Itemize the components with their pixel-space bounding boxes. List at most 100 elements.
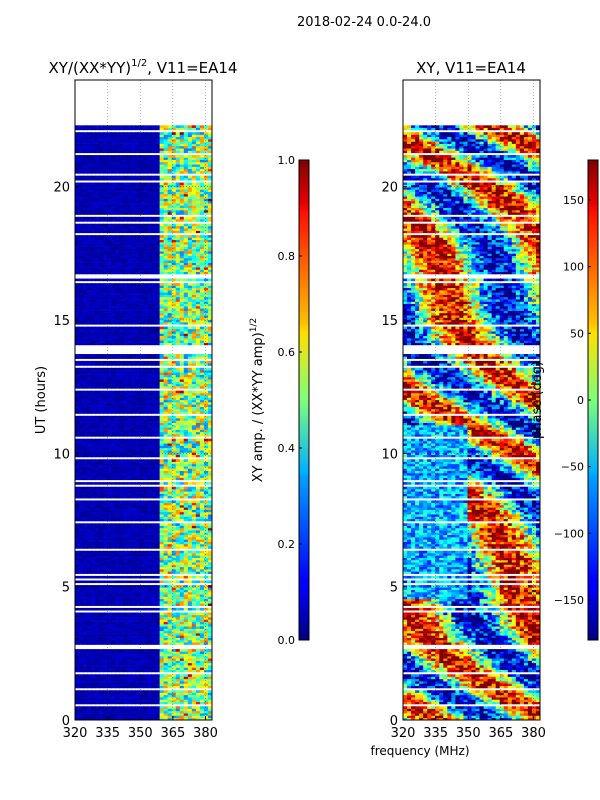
amplitude-heatmap-cell <box>167 603 173 606</box>
amplitude-heatmap-cell <box>191 495 197 499</box>
amplitude-heatmap-cell <box>111 445 116 449</box>
amplitude-heatmap-cell <box>155 406 161 410</box>
amplitude-heatmap-cell <box>179 639 185 643</box>
amplitude-heatmap-cell <box>127 667 132 670</box>
amplitude-heatmap-cell <box>195 440 201 444</box>
amplitude-heatmap-cell <box>199 555 205 558</box>
amplitude-heatmap-cell <box>115 486 120 490</box>
amplitude-heatmap-cell <box>187 328 193 332</box>
amplitude-heatmap-cell <box>115 418 120 421</box>
amplitude-heatmap-cell <box>203 516 209 520</box>
amplitude-heatmap-cell <box>203 468 209 471</box>
amplitude-heatmap-cell <box>143 514 148 517</box>
amplitude-heatmap-cell <box>183 626 189 629</box>
amplitude-heatmap-cell <box>147 516 152 520</box>
amplitude-heatmap-cell <box>99 692 104 696</box>
amplitude-heatmap-cell <box>115 612 120 616</box>
amplitude-heatmap-cell <box>187 575 193 579</box>
amplitude-heatmap-cell <box>179 338 185 341</box>
amplitude-heatmap-cell <box>91 562 96 565</box>
amplitude-heatmap-cell <box>83 623 88 627</box>
amplitude-heatmap-cell <box>151 454 156 458</box>
amplitude-heatmap-cell <box>79 482 84 485</box>
amplitude-heatmap-cell <box>191 525 197 529</box>
amplitude-heatmap-cell <box>151 420 156 423</box>
amplitude-heatmap-cell <box>151 642 156 645</box>
amplitude-heatmap-cell <box>107 470 112 474</box>
amplitude-heatmap-cell <box>151 429 156 433</box>
amplitude-heatmap-cell <box>155 589 161 593</box>
amplitude-heatmap-cell <box>95 537 100 540</box>
amplitude-heatmap-cell <box>87 683 92 686</box>
amplitude-heatmap-cell <box>127 454 132 458</box>
amplitude-heatmap-cell <box>87 621 92 625</box>
amplitude-heatmap-cell <box>151 338 156 341</box>
amplitude-heatmap-cell <box>79 454 84 458</box>
amplitude-heatmap-cell <box>183 372 189 375</box>
amplitude-heatmap-cell <box>91 514 96 517</box>
amplitude-heatmap-cell <box>131 511 136 515</box>
amplitude-heatmap-cell <box>191 717 197 720</box>
amplitude-heatmap-cell <box>183 466 189 469</box>
amplitude-heatmap-cell <box>123 383 128 387</box>
amplitude-heatmap-cell <box>163 415 169 419</box>
amplitude-heatmap-cell <box>159 472 165 476</box>
amplitude-heatmap-cell <box>187 713 193 716</box>
amplitude-heatmap-cell <box>91 601 96 604</box>
amplitude-heatmap-cell <box>131 381 136 385</box>
amplitude-heatmap-cell <box>171 370 177 373</box>
amplitude-heatmap-cell <box>143 505 148 508</box>
amplitude-heatmap-cell <box>83 367 88 371</box>
amplitude-heatmap-cell <box>127 534 132 538</box>
amplitude-heatmap-cell <box>131 566 136 570</box>
amplitude-heatmap-cell <box>179 628 185 632</box>
amplitude-heatmap-cell <box>131 386 136 389</box>
amplitude-heatmap-cell <box>175 354 181 357</box>
amplitude-heatmap-cell <box>163 537 169 540</box>
amplitude-heatmap-cell <box>107 518 112 522</box>
amplitude-heatmap-cell <box>91 509 96 513</box>
amplitude-heatmap-cell <box>115 685 120 689</box>
amplitude-heatmap-cell <box>143 674 148 677</box>
amplitude-heatmap-cell <box>123 374 128 378</box>
amplitude-heatmap-cell <box>195 630 201 634</box>
amplitude-heatmap-cell <box>171 571 177 574</box>
amplitude-heatmap-cell <box>195 594 201 597</box>
amplitude-heatmap-cell <box>119 630 124 634</box>
amplitude-heatmap-cell <box>163 392 169 396</box>
amplitude-heatmap-cell <box>175 630 181 634</box>
amplitude-heatmap-cell <box>207 532 212 536</box>
amplitude-heatmap-cell <box>83 493 88 497</box>
amplitude-heatmap-cell <box>167 692 173 696</box>
amplitude-heatmap-cell <box>159 553 165 556</box>
amplitude-heatmap-cell <box>203 694 209 698</box>
amplitude-heatmap-cell <box>179 534 185 538</box>
amplitude-heatmap-cell <box>83 360 88 364</box>
amplitude-heatmap-cell <box>187 383 193 387</box>
amplitude-heatmap-cell <box>139 461 144 465</box>
amplitude-heatmap-cell <box>123 431 128 435</box>
amplitude-heatmap-cell <box>155 715 161 719</box>
amplitude-heatmap-cell <box>175 591 181 595</box>
amplitude-heatmap-cell <box>135 342 140 346</box>
amplitude-heatmap-cell <box>195 626 201 629</box>
amplitude-heatmap-cell <box>199 374 205 378</box>
amplitude-heatmap-cell <box>203 690 209 693</box>
amplitude-heatmap-cell <box>203 370 209 373</box>
amplitude-heatmap-cell <box>175 397 181 401</box>
amplitude-heatmap-cell <box>175 459 181 462</box>
amplitude-heatmap-cell <box>107 651 112 654</box>
amplitude-heatmap-cell <box>179 674 185 677</box>
amplitude-heatmap-cell <box>175 585 181 588</box>
amplitude-heatmap-cell <box>103 717 108 720</box>
amplitude-heatmap-cell <box>119 678 124 682</box>
amplitude-heatmap-cell <box>191 653 197 657</box>
amplitude-heatmap-cell <box>103 614 108 618</box>
amplitude-heatmap-cell <box>135 411 140 414</box>
amplitude-heatmap-cell <box>167 395 173 398</box>
amplitude-heatmap-cell <box>107 507 112 510</box>
amplitude-heatmap-cell <box>203 527 209 531</box>
amplitude-heatmap-cell <box>167 376 173 380</box>
amplitude-heatmap-cell <box>183 621 189 625</box>
amplitude-heatmap-cell <box>163 376 169 380</box>
